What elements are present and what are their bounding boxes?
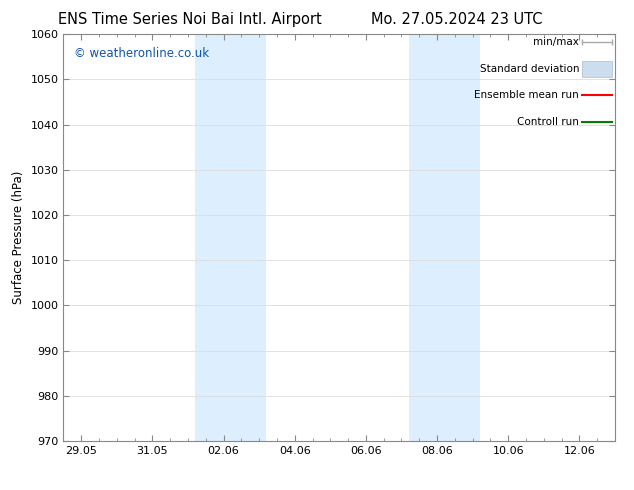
Text: Ensemble mean run: Ensemble mean run	[474, 90, 579, 100]
Text: Standard deviation: Standard deviation	[480, 64, 579, 74]
Text: Controll run: Controll run	[517, 117, 579, 127]
Bar	[408, 34, 480, 441]
Y-axis label: Surface Pressure (hPa): Surface Pressure (hPa)	[12, 171, 25, 304]
Text: © weatheronline.co.uk: © weatheronline.co.uk	[74, 47, 210, 59]
Text: ENS Time Series Noi Bai Intl. Airport: ENS Time Series Noi Bai Intl. Airport	[58, 12, 322, 27]
Text: min/max: min/max	[533, 37, 579, 48]
Bar	[195, 34, 266, 441]
Text: Mo. 27.05.2024 23 UTC: Mo. 27.05.2024 23 UTC	[371, 12, 542, 27]
FancyBboxPatch shape	[582, 61, 612, 77]
